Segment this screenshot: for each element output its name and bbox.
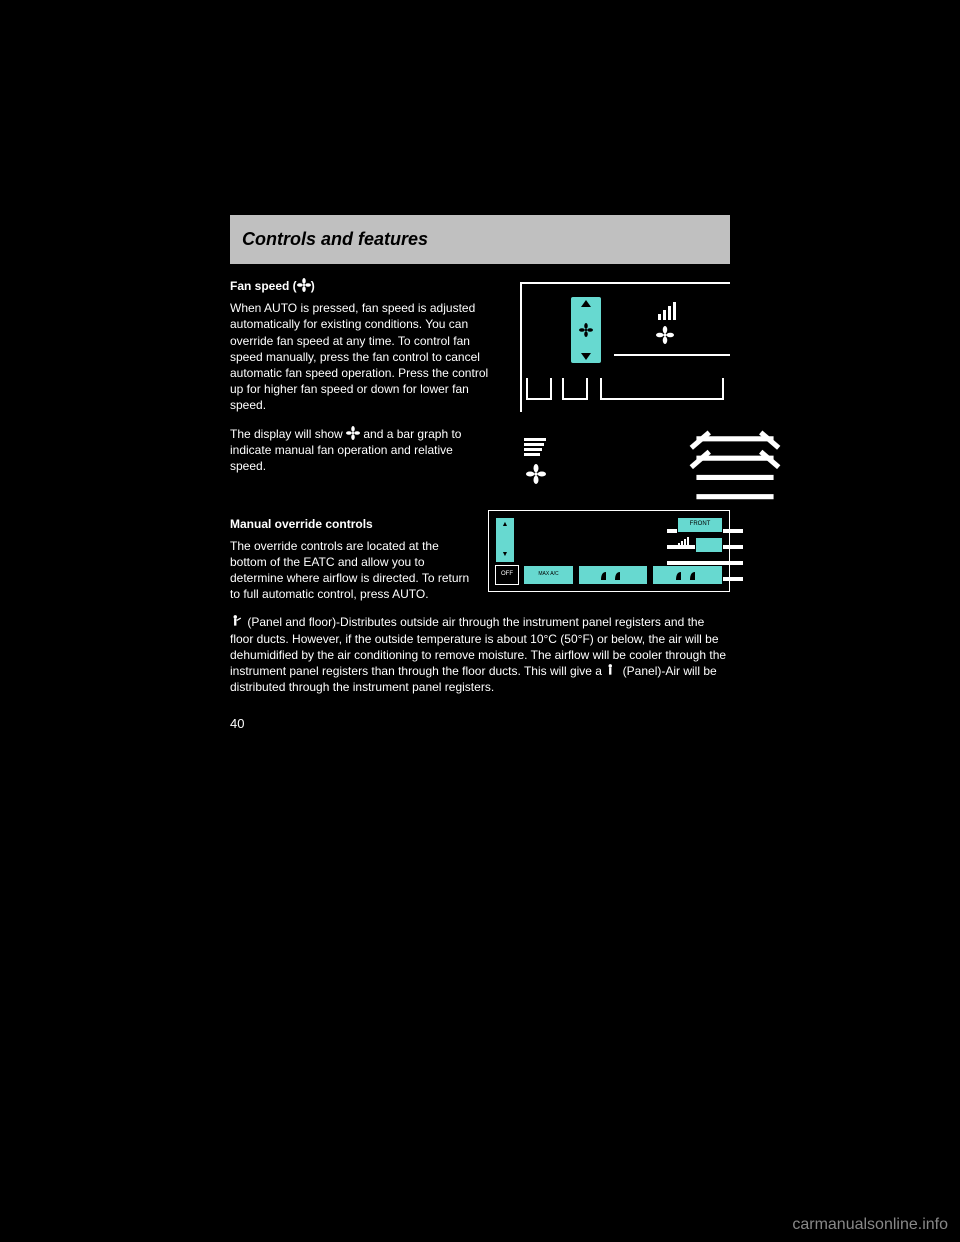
fan-level-bars: [678, 537, 689, 547]
manual-override-heading: Manual override controls: [230, 516, 476, 532]
fan-icon: [346, 426, 360, 440]
fan-up-icon: [581, 300, 591, 307]
fan-down-icon: [581, 353, 591, 360]
fan-icon: [656, 326, 674, 344]
fan-icon: [579, 323, 593, 337]
bar-graph-body: The display will show and a bar graph to…: [230, 426, 488, 475]
temp-control: ▲▼: [495, 517, 515, 563]
fan-icon: [297, 278, 311, 292]
fan-control-diagram: [510, 272, 730, 412]
page-body: Fan speed ( ) When AUTO is pressed, fan …: [230, 264, 730, 733]
fan-speed-heading: Fan speed ( ): [230, 278, 498, 294]
panel-floor-icon: [605, 663, 619, 677]
floor-mode-button: [652, 565, 723, 585]
section-header: Controls and features: [230, 215, 730, 264]
fan-level-bars: [658, 302, 676, 320]
panel-floor-mode-body: (Panel and floor)-Distributes outside ai…: [230, 614, 730, 695]
page-number: 40: [230, 715, 730, 733]
manual-page: Controls and features Fan speed ( ) When…: [230, 215, 730, 733]
off-button: OFF: [495, 565, 519, 585]
fan-speed-button: [570, 296, 602, 364]
fan-speed-body: When AUTO is pressed, fan speed is adjus…: [230, 300, 498, 413]
bar-graph-diagram: [500, 420, 730, 510]
manual-override-body: The override controls are located at the…: [230, 538, 476, 603]
panel-floor-icon: [230, 614, 244, 628]
max-ac-button: MAX A/C: [523, 565, 574, 585]
fan-icon: [526, 464, 546, 484]
eatc-panel-diagram: ▲▼ FRONT: [488, 510, 730, 592]
speed-bars: [524, 438, 546, 456]
watermark: carmanualsonline.info: [792, 1216, 948, 1234]
panel-mode-button: [578, 565, 649, 585]
front-defrost-button: FRONT: [677, 517, 723, 533]
section-header-text: Controls and features: [242, 229, 428, 249]
airflow-icon: [620, 426, 850, 516]
rear-defrost-button: [695, 537, 723, 553]
